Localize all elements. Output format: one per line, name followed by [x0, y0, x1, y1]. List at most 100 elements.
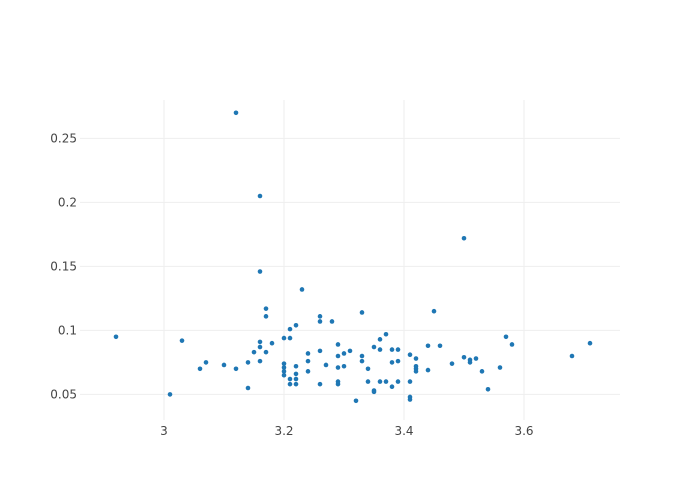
scatter-points	[113, 110, 593, 404]
data-point	[485, 386, 491, 392]
data-point	[335, 381, 341, 387]
data-point	[197, 366, 203, 372]
data-point	[341, 363, 347, 369]
data-point	[293, 376, 299, 382]
y-tick-label: 0.25	[50, 131, 77, 145]
data-point	[287, 335, 293, 341]
data-point	[377, 379, 383, 384]
data-point	[323, 362, 329, 368]
data-point	[389, 384, 395, 390]
data-point	[365, 366, 371, 372]
data-point	[257, 358, 263, 364]
data-point	[389, 360, 395, 365]
y-tick-label: 0.05	[50, 387, 77, 401]
data-point	[377, 337, 383, 342]
data-point	[383, 331, 389, 337]
data-point	[257, 344, 263, 350]
data-point	[359, 358, 365, 364]
data-point	[461, 354, 467, 360]
data-point	[509, 342, 515, 347]
data-point	[305, 358, 311, 364]
data-point	[437, 343, 443, 349]
x-axis-ticks: 3 3.2 3.4 3.6	[160, 424, 533, 438]
data-point	[287, 326, 293, 332]
data-point	[395, 358, 401, 364]
data-point	[347, 348, 353, 354]
data-point	[233, 110, 239, 116]
data-point	[293, 363, 299, 369]
data-point	[317, 314, 323, 319]
data-point	[293, 371, 299, 377]
data-point	[407, 397, 413, 402]
data-point	[395, 379, 401, 384]
data-point	[479, 369, 485, 374]
data-point	[473, 356, 479, 361]
data-point	[335, 342, 341, 347]
data-point	[377, 347, 383, 352]
data-point	[341, 351, 347, 356]
data-point	[359, 310, 365, 315]
data-point	[503, 334, 509, 340]
data-point	[317, 319, 323, 324]
data-point	[425, 343, 431, 349]
data-point	[263, 306, 269, 311]
data-point	[293, 322, 299, 328]
data-point	[569, 353, 575, 359]
x-tick-label: 3.6	[514, 424, 533, 438]
data-point	[263, 349, 269, 355]
data-point	[233, 366, 239, 372]
data-point	[281, 372, 287, 378]
data-point	[335, 353, 341, 359]
data-point	[281, 369, 287, 374]
data-point	[221, 362, 227, 368]
data-point	[335, 365, 341, 370]
data-point	[449, 361, 455, 366]
x-tick-label: 3.2	[274, 424, 293, 438]
data-point	[179, 338, 185, 343]
data-point	[371, 389, 377, 395]
data-point	[371, 344, 377, 350]
data-point	[317, 381, 323, 387]
data-point	[431, 308, 437, 314]
data-point	[359, 353, 365, 359]
data-point	[287, 381, 293, 387]
data-point	[389, 347, 395, 352]
data-point	[167, 392, 173, 397]
data-point	[407, 352, 413, 358]
data-point	[407, 379, 413, 384]
data-point	[257, 269, 263, 274]
x-tick-label: 3	[160, 424, 168, 438]
data-point	[257, 339, 263, 345]
data-point	[425, 367, 431, 373]
data-point	[413, 356, 419, 361]
data-point	[245, 385, 251, 391]
y-axis-ticks: 0.05 0.1 0.15 0.2 0.25	[50, 131, 77, 401]
data-point	[461, 235, 467, 241]
data-point	[299, 287, 305, 292]
y-tick-label: 0.15	[50, 259, 77, 273]
data-point	[587, 340, 593, 346]
data-point	[329, 319, 335, 324]
data-point	[305, 369, 311, 374]
data-point	[245, 360, 251, 365]
y-tick-label: 0.2	[58, 195, 77, 209]
y-tick-label: 0.1	[58, 323, 77, 337]
data-point	[413, 369, 419, 374]
data-point	[113, 334, 119, 340]
data-point	[257, 193, 263, 199]
x-tick-label: 3.4	[394, 424, 413, 438]
data-point	[281, 365, 287, 370]
data-point	[305, 351, 311, 356]
data-point	[287, 376, 293, 382]
data-point	[467, 360, 473, 365]
data-point	[365, 379, 371, 384]
data-point	[497, 365, 503, 370]
data-point	[203, 360, 209, 365]
data-point	[395, 347, 401, 352]
data-point	[263, 314, 269, 319]
data-point	[383, 379, 389, 384]
data-point	[269, 340, 275, 346]
data-point	[281, 361, 287, 366]
